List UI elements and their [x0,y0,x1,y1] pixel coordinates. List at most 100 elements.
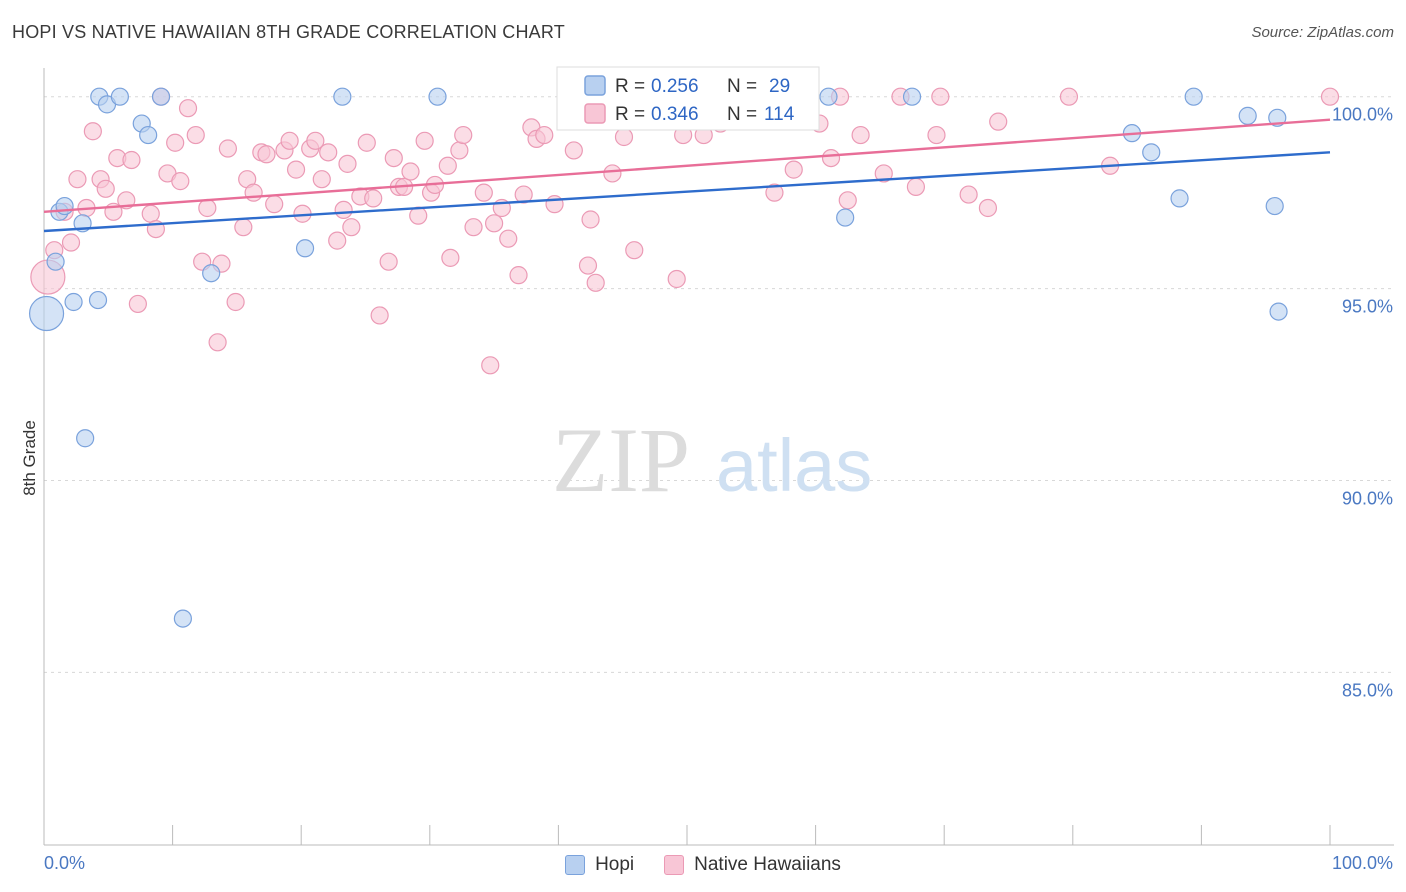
legend-hopi-swatch [584,75,606,96]
native-hawaiians-point [931,87,950,106]
native-hawaiians-point [198,198,217,218]
hopi-point [819,87,838,106]
native-hawaiians-point [265,195,284,214]
hopi-point [428,87,447,106]
hopi-point [139,125,158,145]
hopi-point [295,239,315,258]
native-hawaiians-point [357,133,376,152]
legend-hopi-n-label: N = [727,76,757,97]
native-hawaiians-point [370,306,389,325]
native-hawaiians-point [481,356,500,375]
legend-hopi-r-label: R = [615,76,645,97]
source-label: Source: ZipAtlas.com [1251,24,1394,41]
native-hawaiians-point [578,256,598,275]
hopi-point [202,264,221,283]
stats-legend: R = 0.256 N = 29 R = 0.346 N = 114 [556,66,820,131]
native-hawaiians-point [564,141,583,160]
native-hawaiians-point [128,294,147,314]
native-hawaiians-point [784,160,803,179]
y-tick-label: 85.0% [1342,680,1393,700]
native-hawaiians-point [1320,87,1340,106]
native-hawaiians-point [280,131,299,150]
hopi-point [46,252,65,271]
native-hawaiians-point [625,241,644,260]
hopi-point [1170,189,1189,208]
hopi-point [76,429,95,448]
native-hawaiians-swatch [664,855,685,875]
native-hawaiians-point [334,200,353,220]
native-hawaiians-point [545,195,564,214]
y-axis-label: 8th Grade [20,420,39,496]
native-hawaiians-point [874,164,893,183]
series-legend: Hopi Native Hawaiians [0,850,1406,880]
native-hawaiians-point [450,141,469,160]
native-hawaiians-point [96,179,115,198]
native-hawaiians-point [535,125,554,145]
native-hawaiians-point [765,183,784,202]
native-hawaiians-point [499,229,518,248]
native-hawaiians-point [342,218,361,237]
native-hawaiians-point [603,164,622,183]
legend-item-hopi: Hopi [565,854,634,876]
native-hawaiians-point [667,269,686,289]
legend-nh-swatch [584,103,606,124]
native-hawaiians-point [234,218,253,237]
native-hawaiians-point [226,292,245,312]
hopi-point [1269,302,1288,321]
native-hawaiians-point [441,248,460,267]
native-hawaiians-point [586,273,605,292]
watermark-zip: ZIP [552,409,690,511]
hopi-point [151,87,171,106]
native-hawaiians-point [474,183,493,202]
native-hawaiians-point [218,139,237,158]
x-tick-labels: 0.0% 100.0% [44,853,1393,873]
hopi-point [173,609,192,628]
hopi-swatch [565,855,586,875]
hopi-point [902,87,922,106]
native-hawaiians-point [306,131,325,150]
legend-item-native-hawaiians: Native Hawaiians [664,854,841,876]
hopi-point [64,292,83,312]
legend-native-hawaiians-label: Native Hawaiians [694,854,841,875]
y-tick-label: 90.0% [1342,488,1393,508]
hopi-point [1142,143,1161,162]
y-tick-label: 95.0% [1342,297,1393,317]
legend-nh-r-value: 0.346 [651,104,699,125]
native-hawaiians-point [614,127,634,147]
legend-hopi-r-value: 0.256 [651,76,699,97]
native-hawaiians-point [171,172,190,191]
chart-title: HOPI VS NATIVE HAWAIIAN 8TH GRADE CORREL… [12,22,565,42]
hopi-point [1184,87,1203,106]
native-hawaiians-point [464,218,483,237]
native-hawaiians-point [485,214,504,233]
native-hawaiians-point [581,210,600,229]
trend-lines [43,118,1331,233]
hopi-point [110,87,129,106]
legend-hopi-label: Hopi [595,854,635,875]
hopi-point [333,87,352,106]
native-hawaiians-point [186,125,205,145]
hopi-point [28,295,65,332]
native-hawaiians-point [409,206,428,225]
watermark: ZIP atlas [552,409,872,511]
native-hawaiians-point [166,133,185,152]
axes [43,68,1394,846]
legend-hopi-n-value: 29 [769,76,790,97]
native-hawaiians-point [514,185,533,204]
native-hawaiians-point [364,189,383,208]
native-hawaiians-point [1059,87,1079,106]
native-hawaiians-point [83,122,102,141]
native-hawaiians-point [286,160,306,179]
native-hawaiians-point [312,170,331,189]
native-hawaiians-point [178,99,198,118]
native-hawaiians-point [821,148,841,168]
native-hawaiians-point [122,150,141,170]
x-tick-label: 0.0% [44,853,85,873]
native-hawaiians-point [338,154,357,173]
native-hawaiians-trend-line [43,118,1331,214]
native-hawaiians-point [978,198,998,218]
native-hawaiians-point [415,131,434,150]
native-hawaiians-point [438,156,457,175]
hopi-trend-line [43,151,1331,233]
hopi-point [88,290,108,310]
